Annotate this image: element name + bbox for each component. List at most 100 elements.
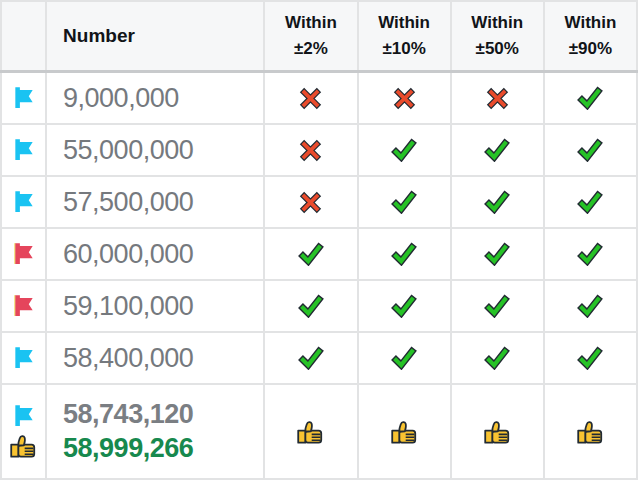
check-icon: [298, 242, 324, 266]
summary-icons-cell: [1, 384, 46, 479]
check-icon: [577, 346, 603, 370]
guess-number: 58,400,000: [46, 332, 264, 384]
column-header-icon: [1, 1, 46, 72]
thumbs-up-icon: [482, 416, 513, 447]
result-cell: [264, 176, 357, 228]
guess-results-table: Number Within ±2% Within ±10% Within ±50…: [0, 0, 638, 480]
check-icon: [577, 242, 603, 266]
column-header-number: Number: [46, 1, 264, 72]
result-cell: [451, 176, 544, 228]
guess-number: 59,100,000: [46, 280, 264, 332]
result-cell: [358, 176, 451, 228]
result-cell: [544, 280, 637, 332]
result-cell: [451, 280, 544, 332]
table-row: 60,000,000: [1, 228, 637, 280]
header-line: Within: [359, 10, 450, 36]
table-row: 58,400,000: [1, 332, 637, 384]
guess-number: 57,500,000: [46, 176, 264, 228]
thumbs-up-icon: [575, 416, 606, 447]
check-icon: [484, 138, 510, 162]
result-cell: [358, 332, 451, 384]
column-header-within-2: Within ±2%: [264, 1, 357, 72]
flag-cell: [1, 280, 46, 332]
check-icon: [577, 294, 603, 318]
result-cell: [264, 280, 357, 332]
table-row: 55,000,000: [1, 124, 637, 176]
result-cell: [544, 176, 637, 228]
check-icon: [391, 346, 417, 370]
cross-icon: [299, 139, 322, 162]
check-icon: [484, 346, 510, 370]
check-icon: [298, 294, 324, 318]
header-line: Within: [545, 10, 636, 36]
result-cell: [264, 384, 357, 479]
result-cell: [451, 228, 544, 280]
thumbs-up-icon: [8, 430, 39, 461]
result-cell: [451, 332, 544, 384]
result-cell: [358, 124, 451, 176]
table-row: 59,100,000: [1, 280, 637, 332]
check-icon: [391, 294, 417, 318]
table-row: 9,000,000: [1, 72, 637, 125]
header-row: Number Within ±2% Within ±10% Within ±50…: [1, 1, 637, 72]
result-cell: [451, 384, 544, 479]
flag-cell: [1, 176, 46, 228]
summary-row: 58,743,12058,999,266: [1, 384, 637, 479]
blue-flag-icon: [11, 85, 37, 111]
result-cell: [358, 228, 451, 280]
blue-flag-icon: [11, 189, 37, 215]
column-header-within-50: Within ±50%: [451, 1, 544, 72]
summary-number: 58,743,120: [63, 399, 263, 430]
flag-cell: [1, 228, 46, 280]
check-icon: [577, 190, 603, 214]
header-line: Within: [265, 10, 356, 36]
column-header-within-10: Within ±10%: [358, 1, 451, 72]
result-cell: [264, 72, 357, 125]
blue-flag-icon: [11, 345, 37, 371]
summary-numbers-cell: 58,743,12058,999,266: [46, 384, 264, 479]
cross-icon: [486, 87, 509, 110]
check-icon: [391, 138, 417, 162]
header-line: Within: [452, 10, 543, 36]
result-cell: [264, 228, 357, 280]
guess-results-panel: Number Within ±2% Within ±10% Within ±50…: [0, 0, 640, 500]
blue-flag-icon: [11, 137, 37, 163]
thumbs-up-icon: [389, 416, 420, 447]
check-icon: [391, 190, 417, 214]
header-line: ±2%: [265, 36, 356, 62]
result-cell: [544, 332, 637, 384]
result-cell: [544, 228, 637, 280]
result-cell: [544, 124, 637, 176]
check-icon: [577, 138, 603, 162]
check-icon: [391, 242, 417, 266]
flag-cell: [1, 124, 46, 176]
result-cell: [358, 280, 451, 332]
result-cell: [264, 124, 357, 176]
header-line: ±90%: [545, 36, 636, 62]
result-cell: [544, 72, 637, 125]
flag-cell: [1, 72, 46, 125]
cross-icon: [299, 87, 322, 110]
result-cell: [451, 124, 544, 176]
result-cell: [544, 384, 637, 479]
cross-icon: [299, 191, 322, 214]
column-header-within-90: Within ±90%: [544, 1, 637, 72]
summary-number: 58,999,266: [63, 433, 263, 464]
red-flag-icon: [11, 293, 37, 319]
header-line: ±50%: [452, 36, 543, 62]
result-cell: [264, 332, 357, 384]
cross-icon: [393, 87, 416, 110]
check-icon: [484, 190, 510, 214]
guess-number: 9,000,000: [46, 72, 264, 125]
check-icon: [577, 86, 603, 110]
header-line: ±10%: [359, 36, 450, 62]
table-row: 57,500,000: [1, 176, 637, 228]
guess-number: 55,000,000: [46, 124, 264, 176]
check-icon: [298, 346, 324, 370]
guess-number: 60,000,000: [46, 228, 264, 280]
result-cell: [358, 384, 451, 479]
check-icon: [484, 242, 510, 266]
blue-flag-icon: [11, 403, 37, 429]
thumbs-up-icon: [295, 416, 326, 447]
result-cell: [358, 72, 451, 125]
